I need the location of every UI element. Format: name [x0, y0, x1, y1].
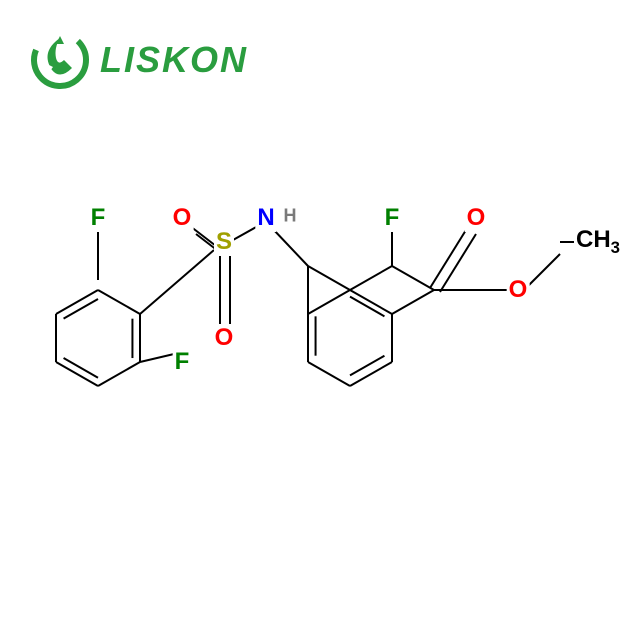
atom-N: N	[255, 204, 276, 232]
atom-O1: O	[171, 204, 194, 232]
liskon-logo-text: LISKON	[100, 39, 248, 81]
liskon-logo-icon	[30, 30, 90, 90]
atom-O2: O	[213, 324, 236, 352]
chemical-structure-diagram: FOFSONHFOOCH3	[20, 180, 620, 580]
brand-logo: LISKON	[30, 30, 248, 90]
atom-F1: F	[89, 204, 108, 232]
atom-O4: O	[507, 276, 530, 304]
atom-O3: O	[465, 204, 488, 232]
atom-F3: F	[383, 204, 402, 232]
atom-CH3: CH3	[574, 226, 622, 258]
molecule-svg	[20, 180, 620, 440]
atom-H: H	[282, 206, 299, 227]
atom-S: S	[214, 228, 234, 256]
atom-F2: F	[173, 348, 192, 376]
